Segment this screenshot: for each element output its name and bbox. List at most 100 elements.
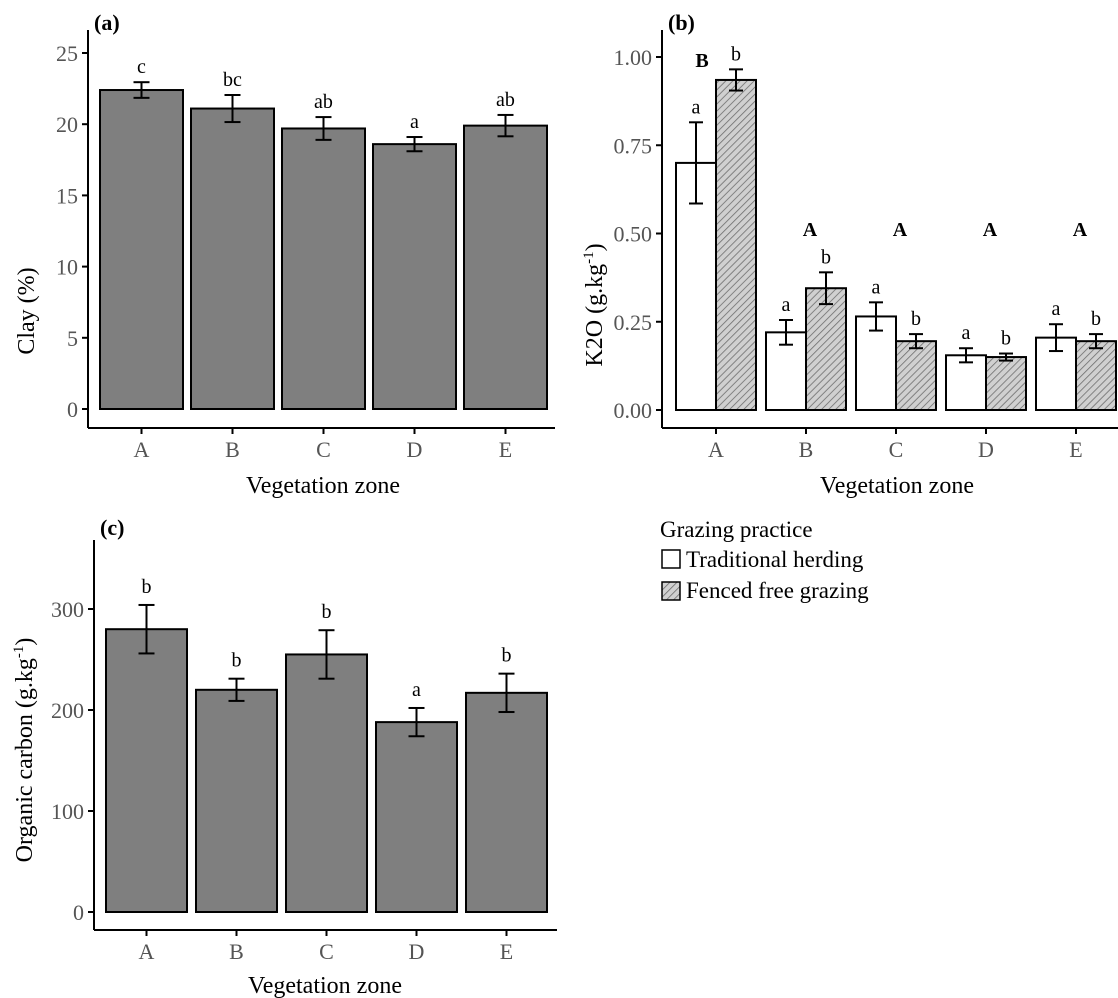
error-bar-B-series-1 bbox=[779, 318, 793, 346]
legend-swatch-fenced bbox=[661, 581, 681, 601]
x-tick-label: B bbox=[799, 437, 814, 462]
significance-letter: a bbox=[962, 322, 971, 344]
significance-letter: b bbox=[821, 246, 831, 268]
y-tick-label: 0.00 bbox=[614, 398, 653, 423]
significance-letter: bc bbox=[223, 69, 242, 91]
error-bar-C bbox=[315, 116, 332, 141]
bar-C bbox=[281, 127, 366, 411]
x-tick-label: A bbox=[139, 939, 155, 964]
panel-a-y-ticks: 0 5 10 15 20 25 bbox=[56, 41, 88, 422]
significance-letter: a bbox=[1052, 298, 1061, 320]
bar-D bbox=[372, 143, 457, 411]
x-tick-label: A bbox=[134, 437, 150, 462]
panel-b-group-letters: B A A A A bbox=[695, 50, 1087, 241]
bar-A bbox=[105, 628, 188, 913]
panel-b-y-title: K2O (g.kg-1) bbox=[581, 243, 608, 366]
bar-B-series-2 bbox=[805, 287, 847, 411]
significance-letter: b bbox=[232, 650, 242, 672]
bar-D bbox=[375, 721, 458, 913]
bar-C bbox=[285, 653, 368, 913]
y-tick-label: 300 bbox=[51, 597, 84, 622]
x-tick-label: A bbox=[708, 437, 724, 462]
group-letter: A bbox=[803, 219, 818, 241]
panel-c-x-ticks: A B C D E bbox=[139, 930, 513, 964]
legend: Grazing practice Traditional herding Fen… bbox=[660, 517, 869, 603]
y-tick-label: 1.00 bbox=[614, 45, 653, 70]
y-tick-label: 0 bbox=[67, 397, 78, 422]
error-bar-B-series-2 bbox=[819, 271, 833, 306]
significance-letter: c bbox=[137, 56, 146, 78]
y-tick-label: 100 bbox=[51, 799, 84, 824]
significance-letter: b bbox=[502, 645, 512, 667]
x-tick-label: B bbox=[225, 437, 240, 462]
error-bar-C-series-2 bbox=[909, 333, 923, 350]
panel-b-bars: a b a b a b a b a b bbox=[675, 43, 1117, 412]
significance-letter: a bbox=[412, 679, 421, 701]
significance-letter: a bbox=[410, 111, 419, 133]
panel-a-label: (a) bbox=[94, 10, 120, 35]
legend-title: Grazing practice bbox=[660, 517, 813, 542]
legend-swatch-traditional bbox=[661, 549, 681, 569]
y-tick-label: 20 bbox=[56, 112, 78, 137]
group-letter: A bbox=[1073, 219, 1088, 241]
significance-letter: b bbox=[142, 576, 152, 598]
bar-B bbox=[195, 688, 278, 913]
panel-c-y-title: Organic carbon (g.kg-1) bbox=[11, 638, 38, 863]
y-tick-label: 0.25 bbox=[614, 310, 653, 335]
y-tick-label: 0.75 bbox=[614, 133, 653, 158]
error-bar-A bbox=[133, 81, 150, 99]
group-letter: B bbox=[695, 50, 708, 72]
error-bar-B bbox=[224, 94, 241, 124]
panel-c-y-title-sup: -1 bbox=[11, 646, 27, 659]
significance-letter: a bbox=[692, 96, 701, 118]
x-tick-label: C bbox=[889, 437, 904, 462]
bar-D-series-2 bbox=[985, 356, 1027, 411]
error-bar-C bbox=[318, 629, 335, 680]
significance-letter: a bbox=[872, 276, 881, 298]
significance-letter: b bbox=[911, 308, 921, 330]
error-bar-C-series-1 bbox=[869, 301, 883, 332]
bar-E-series-2 bbox=[1075, 340, 1117, 412]
bar-A bbox=[99, 89, 184, 411]
panel-b-y-title-end: ) bbox=[582, 243, 608, 251]
significance-letter: b bbox=[1091, 308, 1101, 330]
error-bar-D bbox=[408, 706, 425, 738]
panel-c-x-title: Vegetation zone bbox=[248, 973, 402, 998]
significance-letter: b bbox=[731, 43, 741, 65]
bar-C-series-2 bbox=[895, 340, 937, 412]
panel-a-x-ticks: A B C D E bbox=[134, 428, 512, 462]
x-tick-label: B bbox=[229, 939, 244, 964]
x-tick-label: D bbox=[409, 939, 425, 964]
x-tick-label: C bbox=[319, 939, 334, 964]
error-bar-A-series-2 bbox=[729, 68, 743, 92]
bar-C-series-1 bbox=[855, 315, 897, 411]
group-letter: A bbox=[893, 219, 908, 241]
error-bar-B bbox=[228, 677, 245, 702]
panel-b: (b) B A A A A a b a b a b a b a b 0.00 0.25 0.50 0.75 1.0… bbox=[581, 10, 1118, 499]
panel-c-y-ticks: 0 100 200 300 bbox=[51, 597, 94, 925]
bar-B bbox=[190, 107, 275, 410]
y-tick-label: 25 bbox=[56, 41, 78, 66]
group-letter: A bbox=[983, 219, 998, 241]
panel-b-x-title: Vegetation zone bbox=[820, 473, 974, 499]
error-bar-E bbox=[498, 672, 515, 714]
error-bar-A bbox=[138, 603, 155, 655]
significance-letter: b bbox=[1001, 328, 1011, 350]
panel-b-label: (b) bbox=[668, 10, 695, 35]
panel-c-bars: b b b a b bbox=[105, 576, 548, 914]
x-tick-label: C bbox=[316, 437, 331, 462]
error-bar-E-series-2 bbox=[1089, 333, 1103, 350]
x-tick-label: E bbox=[500, 939, 513, 964]
error-bar-E-series-1 bbox=[1049, 323, 1063, 353]
x-tick-label: E bbox=[499, 437, 512, 462]
error-bar-A-series-1 bbox=[689, 121, 703, 205]
x-tick-label: E bbox=[1069, 437, 1082, 462]
panel-c-y-title-main: Organic carbon (g.kg bbox=[12, 658, 38, 862]
bar-D-series-1 bbox=[945, 354, 987, 412]
bar-E bbox=[465, 691, 548, 914]
panel-b-y-title-sup: -1 bbox=[581, 251, 597, 264]
panel-b-y-ticks: 0.00 0.25 0.50 0.75 1.00 bbox=[614, 45, 662, 423]
y-tick-label: 0.50 bbox=[614, 222, 653, 247]
panel-a-bars: c bc ab a ab bbox=[99, 56, 548, 411]
